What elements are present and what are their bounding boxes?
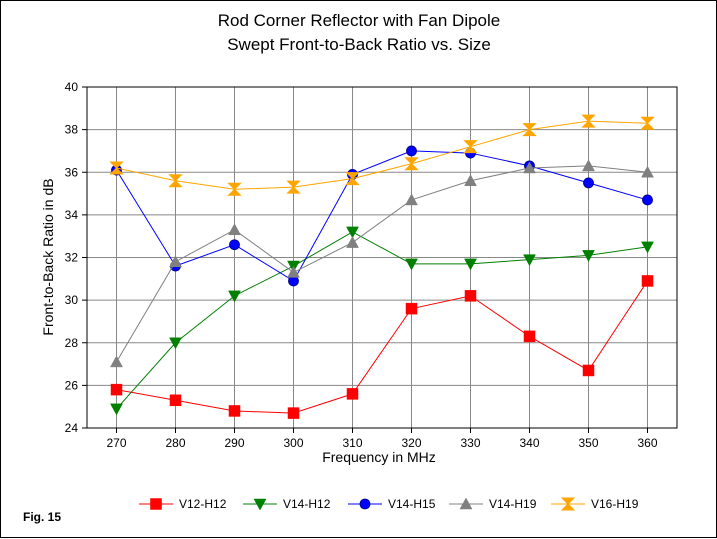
data-point-v14-h15	[642, 194, 653, 206]
data-point-v12-h12	[169, 394, 182, 407]
data-point-v14-h15	[406, 145, 417, 157]
series-line-v16-h19	[116, 120, 648, 190]
legend-label-v12-h12: V12-H12	[179, 497, 227, 511]
data-point-v14-h12	[228, 290, 241, 303]
legend-marker-v14-h12	[253, 498, 267, 511]
data-point-v14-h15	[229, 239, 240, 251]
legend-label-v16-h19: V16-H19	[591, 497, 639, 511]
y-tick-label: 32	[65, 251, 79, 265]
data-point-v16-h19	[581, 114, 596, 128]
legend-label-v14-h12: V14-H12	[283, 497, 331, 511]
x-tick-label: 350	[578, 436, 598, 450]
legend: V12-H12 V14-H12 V14-H15 V14-H19 V16-H19	[139, 497, 639, 511]
chart-subtitle: Swept Front-to-Back Ratio vs. Size	[227, 35, 491, 54]
data-point-v14-h19	[582, 159, 595, 172]
data-point-v16-h19	[522, 123, 537, 137]
legend-label-v14-h19: V14-H19	[489, 497, 537, 511]
data-point-v12-h12	[287, 407, 300, 419]
data-point-v12-h12	[405, 302, 418, 315]
legend-marker-v14-h15	[359, 498, 371, 510]
x-axis-label: Frequency in MHz	[322, 449, 436, 465]
x-tick-label: 290	[224, 436, 244, 450]
data-point-v14-h12	[523, 254, 536, 267]
chart-title: Rod Corner Reflector with Fan Dipole	[218, 11, 501, 30]
figure-label: Fig. 15	[23, 510, 61, 524]
series-line-v12-h12	[116, 280, 648, 414]
data-point-v16-h19	[109, 161, 124, 175]
x-tick-label: 360	[637, 436, 657, 450]
y-tick-label: 34	[65, 208, 79, 222]
plot-area: 24 26 28 30 32 34 36 38 40 270 280 290 300 310 320 330 3…	[65, 80, 678, 450]
x-tick-label: 270	[106, 436, 126, 450]
x-tick-label: 340	[519, 436, 539, 450]
data-point-v14-h12	[110, 403, 123, 416]
data-point-v14-h19	[346, 236, 359, 248]
legend-marker-v12-h12	[150, 498, 162, 510]
x-tick-label: 320	[401, 436, 421, 450]
data-point-v16-h19	[640, 116, 655, 130]
data-point-v12-h12	[346, 388, 359, 400]
data-point-v14-h19	[110, 355, 123, 368]
data-point-v16-h19	[168, 174, 183, 188]
x-tick-label: 330	[460, 436, 480, 450]
data-point-v12-h12	[641, 275, 654, 287]
data-point-v12-h12	[464, 290, 477, 302]
x-tick-label: 310	[342, 436, 362, 450]
data-point-v12-h12	[228, 405, 241, 417]
series-line-v14-h15	[116, 150, 648, 282]
data-point-v14-h12	[405, 258, 418, 271]
data-point-v12-h12	[523, 330, 536, 343]
y-tick-label: 26	[65, 378, 79, 392]
data-point-v12-h12	[582, 364, 595, 377]
data-point-v14-h19	[228, 223, 241, 236]
data-point-v14-h19	[287, 265, 300, 278]
y-tick-label: 36	[65, 165, 79, 179]
data-point-v14-h12	[582, 250, 595, 262]
y-tick-label: 38	[65, 123, 79, 137]
legend-marker-v14-h19	[459, 497, 473, 510]
y-tick-label: 40	[65, 80, 79, 94]
x-tick-label: 280	[165, 436, 185, 450]
data-point-v14-h12	[346, 226, 359, 239]
series-line-v14-h12	[116, 231, 648, 410]
data-point-v12-h12	[110, 383, 123, 396]
data-point-v16-h19	[345, 172, 360, 186]
x-tick-label: 300	[283, 436, 303, 450]
data-point-v14-h15	[583, 177, 594, 189]
legend-label-v14-h15: V14-H15	[388, 497, 436, 511]
data-point-v14-h12	[464, 258, 477, 271]
data-point-v16-h19	[227, 182, 242, 196]
data-point-v14-h19	[523, 161, 536, 174]
data-point-v16-h19	[404, 157, 419, 171]
series-line-v14-h19	[116, 165, 648, 363]
data-point-v16-h19	[286, 180, 301, 194]
y-axis-label: Front-to-Back Ratio in dB	[40, 178, 56, 335]
y-tick-label: 24	[65, 421, 79, 435]
data-point-v14-h12	[641, 241, 654, 254]
legend-marker-v16-h19	[560, 497, 576, 511]
data-point-v14-h19	[169, 255, 182, 268]
data-point-v14-h19	[464, 174, 477, 187]
y-tick-label: 30	[65, 293, 79, 307]
data-point-v14-h19	[405, 193, 418, 206]
data-point-v16-h19	[463, 140, 478, 154]
y-tick-label: 28	[65, 336, 79, 350]
data-point-v14-h19	[641, 165, 654, 178]
data-point-v14-h12	[169, 337, 182, 350]
